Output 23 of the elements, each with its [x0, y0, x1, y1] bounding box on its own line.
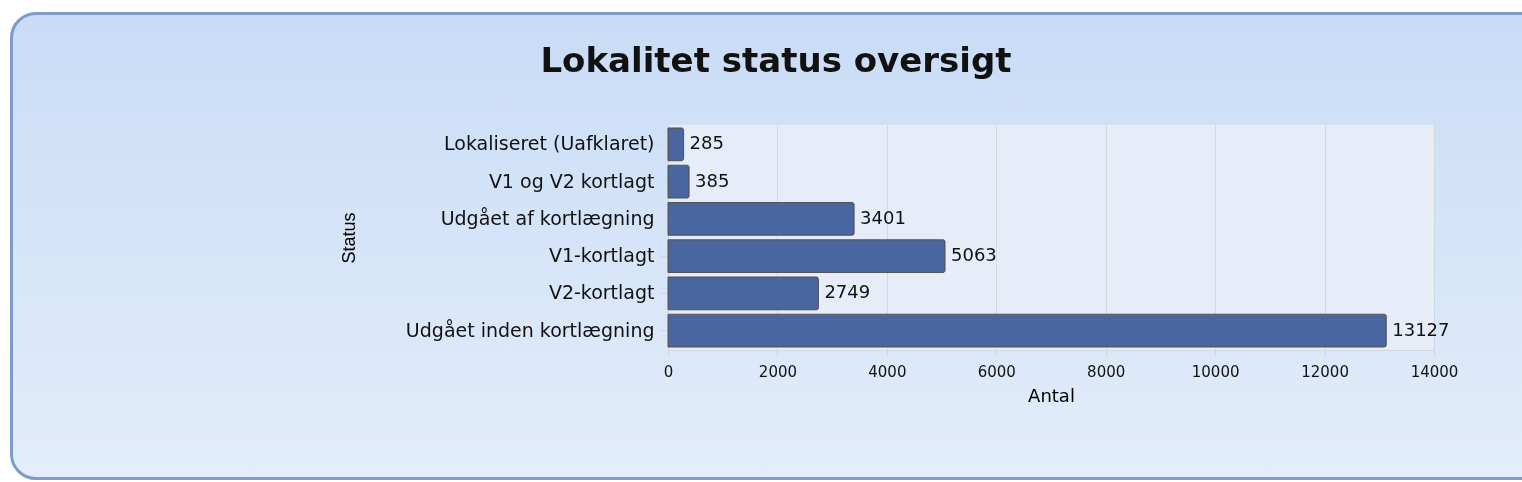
y-axis-title: Status: [338, 212, 359, 264]
data-label: 3401: [860, 206, 906, 228]
data-label: 385: [695, 169, 730, 191]
y-tick-label: Lokaliseret (Uafklaret): [444, 132, 655, 155]
y-tick-label: V1 og V2 kortlagt: [488, 169, 655, 192]
x-tick-label: 6000: [977, 362, 1016, 381]
x-tick-label: 4000: [868, 362, 907, 381]
data-label: 285: [689, 132, 724, 154]
x-tick-label: 12000: [1301, 362, 1349, 381]
x-tick-label: 2000: [758, 362, 798, 381]
x-tick-label: 10000: [1191, 362, 1240, 381]
data-label: 5063: [951, 244, 997, 266]
data-label: 2749: [824, 281, 871, 303]
y-tick-label: Udgået af kortlægning: [440, 206, 655, 229]
x-tick-label: 0: [663, 362, 674, 381]
y-tick-label: V2-kortlagt: [548, 281, 655, 304]
x-axis-title: Antal: [1028, 384, 1075, 406]
data-label: 13127: [1392, 318, 1450, 340]
x-tick-label: 14000: [1410, 362, 1459, 381]
x-tick-label: 8000: [1087, 362, 1126, 381]
chart-title: Lokalitet status oversigt: [540, 40, 1012, 80]
y-tick-label: V1-kortlagt: [548, 244, 655, 267]
y-tick-label: Udgået inden kortlægning: [405, 318, 655, 341]
